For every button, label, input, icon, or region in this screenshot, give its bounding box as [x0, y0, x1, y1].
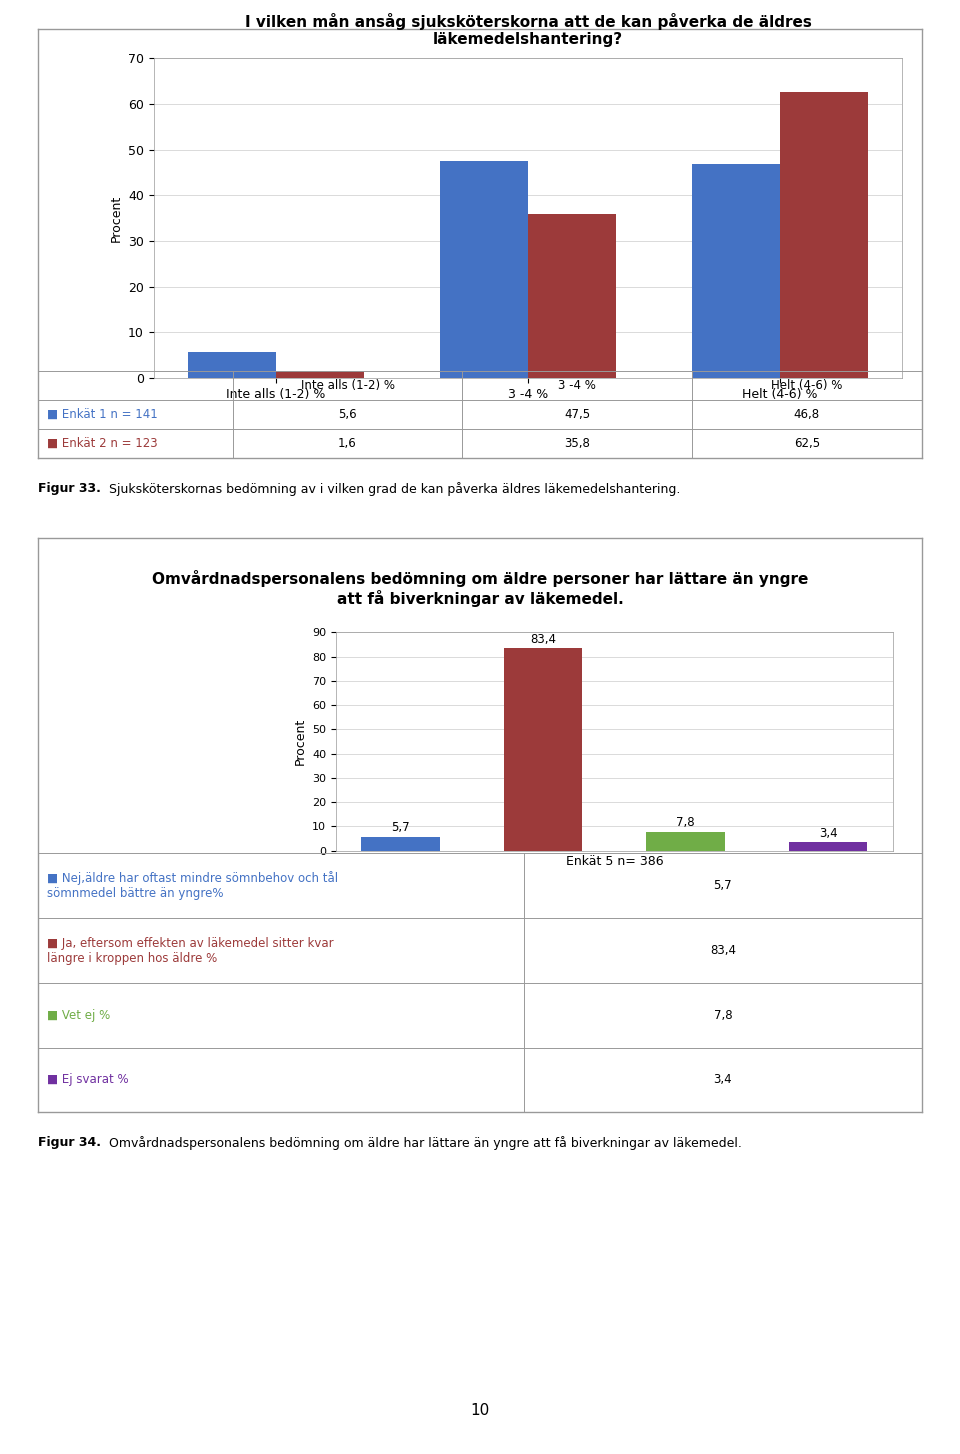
Bar	[780, 93, 869, 378]
Text: ■ Nej,äldre har oftast mindre sömnbehov och tål
sömnmedel bättre än yngre%: ■ Nej,äldre har oftast mindre sömnbehov …	[47, 871, 338, 900]
Text: 47,5: 47,5	[564, 409, 590, 420]
Bar	[789, 842, 868, 851]
Text: 35,8: 35,8	[564, 438, 590, 449]
Text: ■ Enkät 2 n = 123: ■ Enkät 2 n = 123	[47, 438, 157, 449]
Title: I vilken mån ansåg sjuksköterskorna att de kan påverka de äldres
läkemedelshante: I vilken mån ansåg sjuksköterskorna att …	[245, 13, 811, 48]
Text: 10: 10	[470, 1403, 490, 1418]
Text: 5,7: 5,7	[713, 880, 732, 893]
Text: ■ Ja, eftersom effekten av läkemedel sitter kvar
längre i kroppen hos äldre %: ■ Ja, eftersom effekten av läkemedel sit…	[47, 936, 334, 964]
Bar	[528, 214, 616, 378]
Bar	[646, 832, 725, 851]
Text: 46,8: 46,8	[794, 409, 820, 420]
Text: Sjuksköterskornas bedömning av i vilken grad de kan påverka äldres läkemedelshan: Sjuksköterskornas bedömning av i vilken …	[105, 481, 680, 496]
Text: 3,4: 3,4	[819, 827, 837, 840]
Bar	[361, 838, 440, 851]
Text: ■ Ej svarat %: ■ Ej svarat %	[47, 1073, 129, 1086]
Text: 3,4: 3,4	[713, 1073, 732, 1086]
Text: Omvårdnadspersonalens bedömning om äldre personer har lättare än yngre
att få bi: Omvårdnadspersonalens bedömning om äldre…	[152, 570, 808, 608]
Bar	[692, 164, 780, 378]
Text: Omvårdnadspersonalens bedömning om äldre har lättare än yngre att få biverkninga: Omvårdnadspersonalens bedömning om äldre…	[105, 1136, 741, 1150]
Text: 1,6: 1,6	[338, 438, 357, 449]
Text: 5,7: 5,7	[392, 822, 410, 835]
Bar	[276, 371, 364, 378]
Y-axis label: Procent: Procent	[294, 718, 306, 765]
Text: Figur 33.: Figur 33.	[38, 483, 101, 494]
Text: 5,6: 5,6	[338, 409, 357, 420]
Bar	[440, 161, 528, 378]
X-axis label: Enkät 5 n= 386: Enkät 5 n= 386	[565, 855, 663, 868]
Text: ■ Vet ej %: ■ Vet ej %	[47, 1009, 110, 1022]
Text: Helt (4-6) %: Helt (4-6) %	[771, 379, 843, 391]
Text: 62,5: 62,5	[794, 438, 820, 449]
Bar	[187, 352, 276, 378]
Text: Inte alls (1-2) %: Inte alls (1-2) %	[300, 379, 395, 391]
Text: 7,8: 7,8	[677, 816, 695, 829]
Text: ■ Enkät 1 n = 141: ■ Enkät 1 n = 141	[47, 409, 158, 420]
Text: 7,8: 7,8	[713, 1009, 732, 1022]
Text: Figur 34.: Figur 34.	[38, 1137, 102, 1149]
Text: 83,4: 83,4	[530, 632, 556, 646]
Text: 83,4: 83,4	[709, 944, 736, 957]
Text: 3 -4 %: 3 -4 %	[558, 379, 596, 391]
Bar	[504, 648, 583, 851]
Y-axis label: Procent: Procent	[109, 195, 122, 241]
